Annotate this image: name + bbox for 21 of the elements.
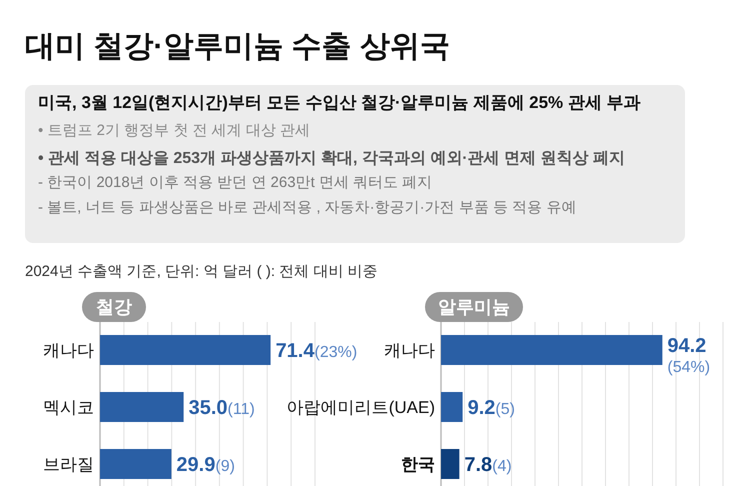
- y-tick-label: 브라질: [43, 455, 94, 474]
- y-tick-label: 캐나다: [384, 341, 435, 360]
- data-label: 29.9(9): [176, 454, 235, 476]
- text: - 한국이 2018년 이후 적용 받던 연 263만t 면세 쿼터도 폐지: [38, 174, 432, 191]
- text: - 볼트, 너트 등 파생상품은 바로 관세적용 , 자동차·항공기·가전 부품 등 적용 유예: [38, 199, 576, 216]
- chart-title: 철강: [96, 297, 132, 317]
- data-label: 9.2(5): [468, 397, 515, 419]
- data-label: 94.2(54%): [667, 335, 710, 376]
- y-tick-label: 아랍에미리트(UAE): [286, 398, 435, 417]
- y-tick-label: 멕시코: [43, 398, 94, 417]
- text: 미국, 3월 12일(현지시간)부터 모든 수입산 철강·알루미늄 제품에 25% 관세 부과: [38, 93, 641, 112]
- text: • 관세 적용 대상을 253개 파생상품까지 확대, 각국과의 예외·관세 면제 원칙상 폐지: [38, 150, 625, 167]
- data-label: 35.0(11): [188, 397, 255, 419]
- text: 대미 철강·알루미늄 수출 상위국: [25, 30, 450, 63]
- data-label: 71.4(23%): [276, 340, 358, 362]
- text: • 트럼프 2기 행정부 첫 전 세계 대상 관세: [38, 122, 310, 139]
- chart-title: 알루미늄: [438, 297, 510, 317]
- y-tick-label: 캐나다: [43, 341, 94, 360]
- text: 2024년 수출액 기준, 단위: 억 달러 ( ): 전체 대비 비중: [25, 263, 378, 280]
- data-label: 7.8(4): [464, 454, 512, 476]
- y-tick-label: 한국: [401, 455, 435, 474]
